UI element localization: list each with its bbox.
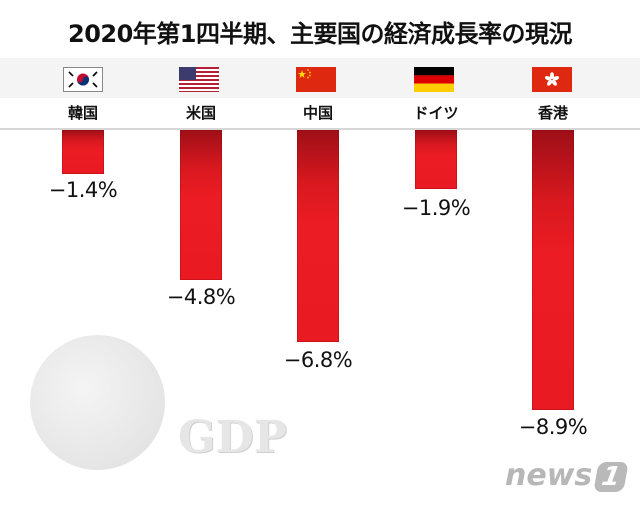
value-label-hongkong: −8.9% <box>518 415 588 439</box>
country-label-usa: 米国 <box>185 104 216 122</box>
value-label-usa: −4.8% <box>166 285 236 309</box>
news1-logo-mark: 1 <box>593 462 630 492</box>
bar-usa <box>180 130 222 280</box>
globe-watermark-icon <box>30 335 165 470</box>
value-label-korea: −1.4% <box>48 178 118 202</box>
chart-title: 2020年第1四半期、主要国の経済成長率の現況 <box>68 19 573 48</box>
news1-logo: news 1 <box>505 458 630 493</box>
bar-germany <box>415 130 457 189</box>
country-label-korea: 韓国 <box>67 104 98 122</box>
country-label-hongkong: 香港 <box>537 104 568 122</box>
value-label-germany: −1.9% <box>401 196 471 220</box>
country-label-china: 中国 <box>302 104 333 122</box>
bar-hongkong <box>532 130 574 410</box>
korea-flag-icon <box>63 67 103 92</box>
news1-logo-text: news <box>505 458 593 493</box>
gdp-watermark: GDP <box>178 412 287 463</box>
value-label-china: −6.8% <box>283 348 353 372</box>
usa-flag-icon <box>179 67 219 92</box>
bar-china <box>297 130 339 342</box>
china-flag-icon <box>296 67 336 92</box>
hongkong-flag-icon <box>532 67 572 92</box>
title-box: 2020年第1四半期、主要国の経済成長率の現況 <box>8 6 632 56</box>
country-label-band <box>0 98 640 130</box>
germany-flag-icon <box>414 67 454 92</box>
bar-korea <box>62 130 104 174</box>
country-label-germany: ドイツ <box>413 104 459 122</box>
